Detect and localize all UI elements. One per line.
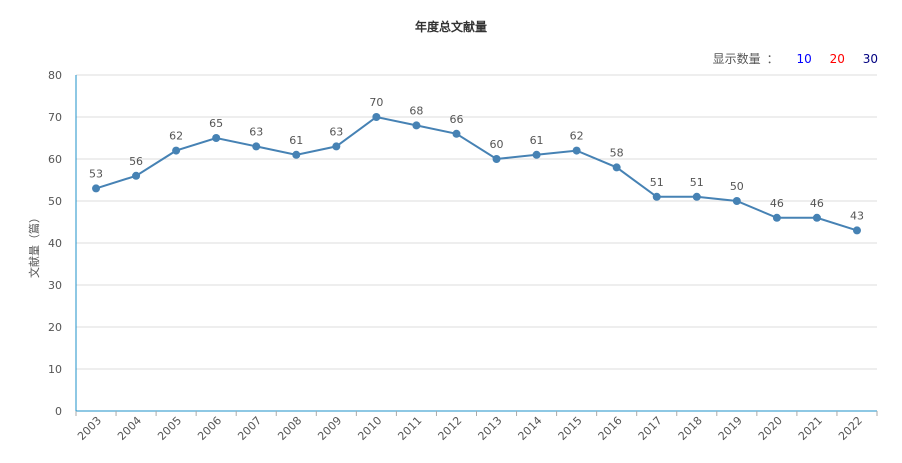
- x-tick-label: 2019: [716, 414, 745, 443]
- data-label: 63: [329, 125, 343, 138]
- data-label: 61: [289, 134, 303, 147]
- y-tick-label: 10: [48, 363, 62, 376]
- data-point[interactable]: [452, 129, 461, 138]
- data-point[interactable]: [212, 134, 221, 142]
- display-count-option-30[interactable]: 30: [862, 52, 878, 66]
- data-point[interactable]: [772, 213, 781, 222]
- data-label: 56: [129, 155, 143, 168]
- x-tick-label: 2009: [315, 414, 344, 443]
- data-label: 51: [690, 176, 704, 189]
- data-label: 65: [209, 117, 223, 130]
- data-label: 70: [369, 96, 383, 109]
- data-label: 43: [850, 209, 864, 222]
- y-tick-label: 70: [48, 111, 62, 124]
- display-count-option-10[interactable]: 10: [796, 52, 812, 66]
- data-point[interactable]: [692, 192, 701, 201]
- data-point[interactable]: [572, 146, 581, 155]
- data-point[interactable]: [812, 213, 821, 222]
- y-tick-label: 80: [48, 69, 62, 82]
- data-label: 58: [610, 146, 624, 159]
- y-tick-label: 60: [48, 153, 62, 166]
- data-point[interactable]: [852, 226, 861, 235]
- y-tick-label: 50: [48, 195, 62, 208]
- x-tick-label: 2016: [596, 414, 625, 443]
- series-line: [95, 115, 858, 232]
- data-label: 50: [730, 180, 744, 193]
- data-point[interactable]: [92, 184, 101, 193]
- data-point[interactable]: [372, 113, 381, 121]
- data-point[interactable]: [132, 171, 141, 180]
- x-tick-label: 2003: [75, 414, 104, 443]
- chart-title: 年度总文献量: [414, 20, 487, 34]
- x-axis-ticks: 2003 2004 2005 2006 2007 2008 2009 2010 2011 2012…: [75, 411, 878, 443]
- data-label: 60: [490, 138, 504, 151]
- x-tick-label: 2006: [195, 414, 224, 443]
- data-point[interactable]: [172, 146, 181, 155]
- data-point[interactable]: [492, 155, 501, 163]
- display-count-separator: ：: [766, 52, 779, 66]
- display-count-option-20[interactable]: 20: [829, 52, 845, 66]
- y-tick-label: 30: [48, 279, 62, 292]
- x-tick-label: 2015: [556, 414, 585, 443]
- y-tick-label: 20: [48, 321, 62, 334]
- data-point[interactable]: [332, 142, 341, 151]
- y-tick-label: 0: [55, 405, 62, 418]
- data-label: 68: [409, 104, 423, 117]
- data-label: 62: [570, 130, 584, 143]
- data-point[interactable]: [252, 142, 261, 151]
- data-labels: 53 56 62 65 63 61 63 70 68 66 60 61 62 58 51 51 50 46 46 43: [89, 96, 864, 222]
- x-tick-label: 2022: [836, 414, 865, 443]
- data-label: 66: [449, 113, 463, 126]
- data-point[interactable]: [532, 150, 541, 159]
- data-label: 53: [89, 167, 103, 180]
- data-label: 46: [770, 197, 784, 210]
- grid-lines: [76, 74, 877, 370]
- data-points: [92, 113, 861, 235]
- y-axis-label: 文献量（篇）: [27, 212, 41, 278]
- data-point[interactable]: [732, 197, 741, 205]
- x-tick-label: 2021: [796, 414, 825, 443]
- x-tick-label: 2008: [275, 414, 304, 443]
- x-tick-label: 2004: [115, 414, 144, 443]
- x-tick-label: 2010: [355, 414, 384, 443]
- y-axis-ticks: 0 10 20 30 40 50 60 70 80: [48, 69, 62, 418]
- data-label: 63: [249, 125, 263, 138]
- display-count-label: 显示数量: [712, 52, 761, 66]
- data-point[interactable]: [652, 192, 661, 201]
- x-tick-label: 2011: [395, 414, 424, 443]
- data-label: 61: [530, 134, 544, 147]
- x-tick-label: 2012: [436, 414, 465, 443]
- x-tick-label: 2018: [676, 414, 705, 443]
- y-tick-label: 40: [48, 237, 62, 250]
- data-point[interactable]: [612, 163, 621, 172]
- display-count-selector: 显示数量 ： 10 20 30: [713, 50, 878, 67]
- data-point[interactable]: [412, 121, 421, 130]
- data-label: 62: [169, 130, 183, 143]
- series-polyline: [95, 115, 858, 232]
- data-label: 51: [650, 176, 664, 189]
- x-tick-label: 2007: [235, 414, 264, 443]
- data-point[interactable]: [292, 150, 301, 159]
- x-tick-label: 2014: [516, 414, 545, 443]
- x-tick-label: 2020: [756, 414, 785, 443]
- x-tick-label: 2005: [155, 414, 184, 443]
- x-tick-label: 2013: [476, 414, 505, 443]
- x-tick-label: 2017: [636, 414, 665, 443]
- data-label: 46: [810, 197, 824, 210]
